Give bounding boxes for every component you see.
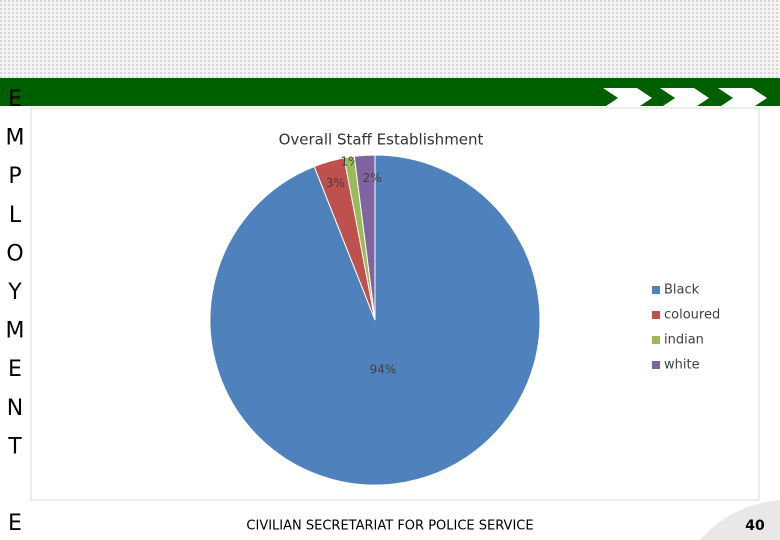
- pie-slice: [353, 154, 376, 321]
- page-number: 40: [745, 518, 765, 534]
- data-label: 2%: [363, 171, 382, 185]
- header-pattern: [0, 0, 780, 78]
- pie: 94%3%1%2%: [209, 154, 541, 486]
- legend-label: indian: [664, 333, 704, 348]
- header-bar: [0, 78, 780, 106]
- bottom-letter: E: [8, 511, 22, 536]
- side-letter: O: [6, 241, 23, 266]
- data-label: 3%: [326, 176, 345, 190]
- side-letter: P: [8, 164, 21, 189]
- side-letter: Y: [7, 280, 22, 305]
- legend: Black coloured indian white: [652, 283, 720, 373]
- chart-title: Overall Staff Establishment: [279, 131, 484, 149]
- side-letter: N: [7, 396, 23, 421]
- side-letter: E: [8, 87, 22, 112]
- chart-border: [30, 107, 760, 501]
- legend-label: Black: [664, 283, 700, 298]
- side-letter: M: [6, 126, 25, 151]
- legend-swatch: [652, 286, 660, 294]
- side-letter: L: [9, 203, 22, 228]
- chevrons: [603, 88, 767, 108]
- data-label: 94%: [370, 363, 397, 377]
- legend-label: coloured: [664, 308, 720, 323]
- side-letter: M: [6, 319, 25, 344]
- legend-label: white: [664, 358, 700, 373]
- legend-swatch: [652, 336, 660, 344]
- side-letter: T: [7, 434, 22, 459]
- side-letter: E: [8, 357, 22, 382]
- legend-swatch: [652, 361, 660, 369]
- footer: CIVILIAN SECRETARIAT FOR POLICE SERVICE: [246, 519, 533, 534]
- corner-shape: [700, 500, 780, 540]
- legend-swatch: [652, 311, 660, 319]
